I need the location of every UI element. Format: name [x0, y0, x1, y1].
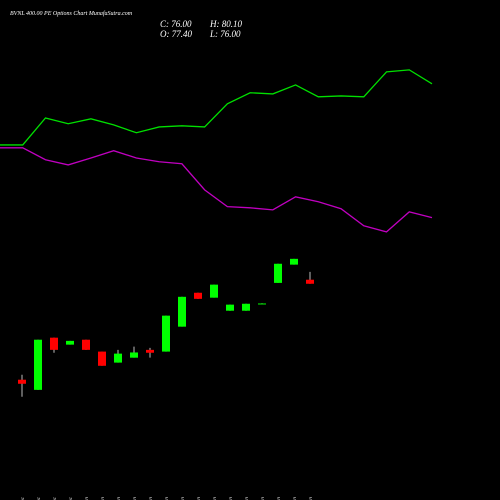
x-tick-label: 09 Jan: [180, 497, 186, 500]
candle-body: [226, 304, 234, 311]
indicator-line: [0, 69, 433, 146]
x-tick-label: 10 Jan: [196, 497, 202, 500]
candle-body: [18, 379, 26, 384]
close-label: C: 76.00: [160, 19, 192, 29]
candle-body: [50, 337, 58, 350]
candle-body: [98, 351, 106, 366]
candle-body: [258, 303, 266, 305]
candle-body: [162, 315, 170, 352]
candle-body: [290, 258, 298, 265]
x-tick-label: 02 Jan: [100, 497, 106, 500]
open-label: O: 77.40: [160, 29, 192, 39]
candle-body: [146, 349, 154, 353]
x-tick-label: 31 Dec: [68, 496, 74, 500]
candle-body: [114, 353, 122, 363]
candle-body: [130, 352, 138, 358]
candle-body: [306, 279, 314, 284]
x-tick-label: 26 Dec: [20, 496, 26, 500]
high-label: H: 80.10: [209, 19, 242, 29]
x-tick-label: 20 Jan: [276, 497, 282, 500]
candle-body: [194, 292, 202, 299]
x-tick-label: 01 Jan: [84, 497, 90, 500]
candle-body: [178, 296, 186, 327]
indicator-line: [0, 147, 433, 233]
x-tick-label: 30 Dec: [52, 496, 58, 500]
x-tick-label: 21 Jan: [292, 497, 298, 500]
x-tick-label: 14 Jan: [227, 497, 234, 500]
x-tick-label: 03 Jan: [116, 497, 122, 500]
candle-body: [34, 339, 42, 390]
candle-body: [274, 263, 282, 283]
x-tick-label: 22 Jan: [308, 497, 314, 500]
x-tick-label: 08 Jan: [164, 497, 170, 500]
x-tick-label: 16 Jan: [260, 497, 266, 500]
x-tick-label: 13 Jan: [212, 497, 218, 500]
x-tick-label: 07 Jan: [148, 497, 154, 500]
x-tick-label: 06 Jan: [132, 497, 138, 500]
chart-title: BVNL 400.00 PE Options Chart MunafaSutra…: [10, 10, 133, 17]
candle-body: [242, 303, 250, 311]
candle-body: [210, 284, 218, 298]
x-tick-label: 27 Dec: [36, 496, 42, 500]
candle-body: [82, 339, 90, 350]
candle-body: [66, 340, 74, 345]
low-label: L: 76.00: [209, 29, 241, 39]
x-tick-label: 15 Jan: [244, 497, 250, 500]
